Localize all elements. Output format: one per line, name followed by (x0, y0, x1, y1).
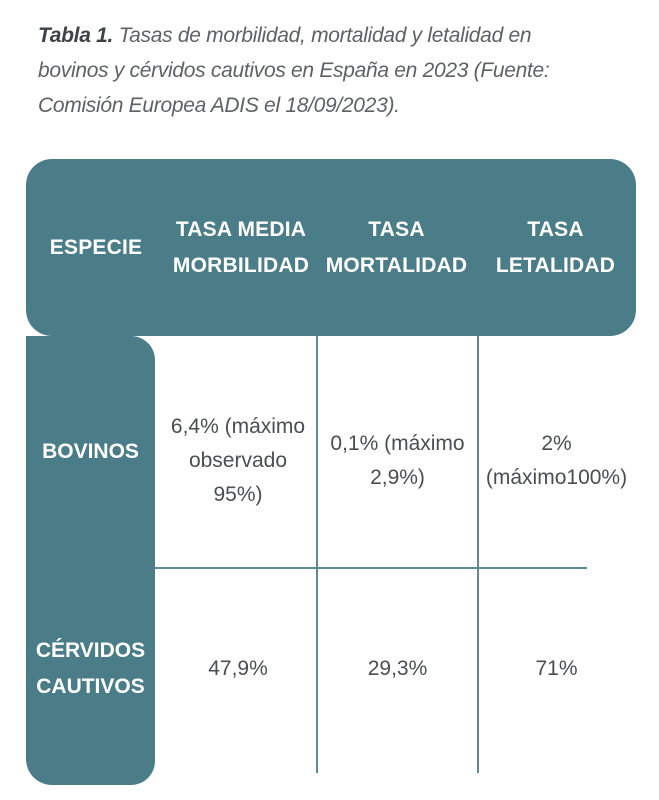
cell-cervidos-morbilidad: 47,9% (208, 657, 268, 680)
column-divider (477, 336, 479, 773)
species-column-band (26, 336, 155, 785)
cell-bovinos-letalidad: 2% (máximo100%) (485, 432, 628, 489)
header-band (26, 159, 636, 336)
row-header-cervidos-cautivos: CÉRVIDOS CAUTIVOS (35, 639, 146, 698)
header-tasa-letalidad: TASA LETALIDAD (495, 217, 616, 277)
caption-text: Tasas de morbilidad, mortalidad y letali… (38, 24, 550, 117)
cell-bovinos-mortalidad: 0,1% (máximo 2,9%) (330, 432, 465, 489)
row-header-bovinos: BOVINOS (42, 439, 139, 463)
header-tasa-mortalidad: TASA MORTALIDAD (325, 217, 468, 277)
header-tasa-media-morbilidad: TASA MEDIA MORBILIDAD (172, 217, 310, 277)
cell-cervidos-letalidad: 71% (535, 657, 578, 680)
header-especie: ESPECIE (49, 235, 143, 259)
caption-lead: Tabla 1. (38, 24, 114, 47)
table-caption: Tabla 1. Tasas de morbilidad, mortalidad… (38, 18, 558, 123)
cell-cervidos-mortalidad: 29,3% (367, 657, 428, 680)
cell-bovinos-morbilidad: 6,4% (máximo observado 95%) (170, 415, 306, 506)
column-divider (316, 336, 318, 773)
row-divider (155, 567, 587, 569)
